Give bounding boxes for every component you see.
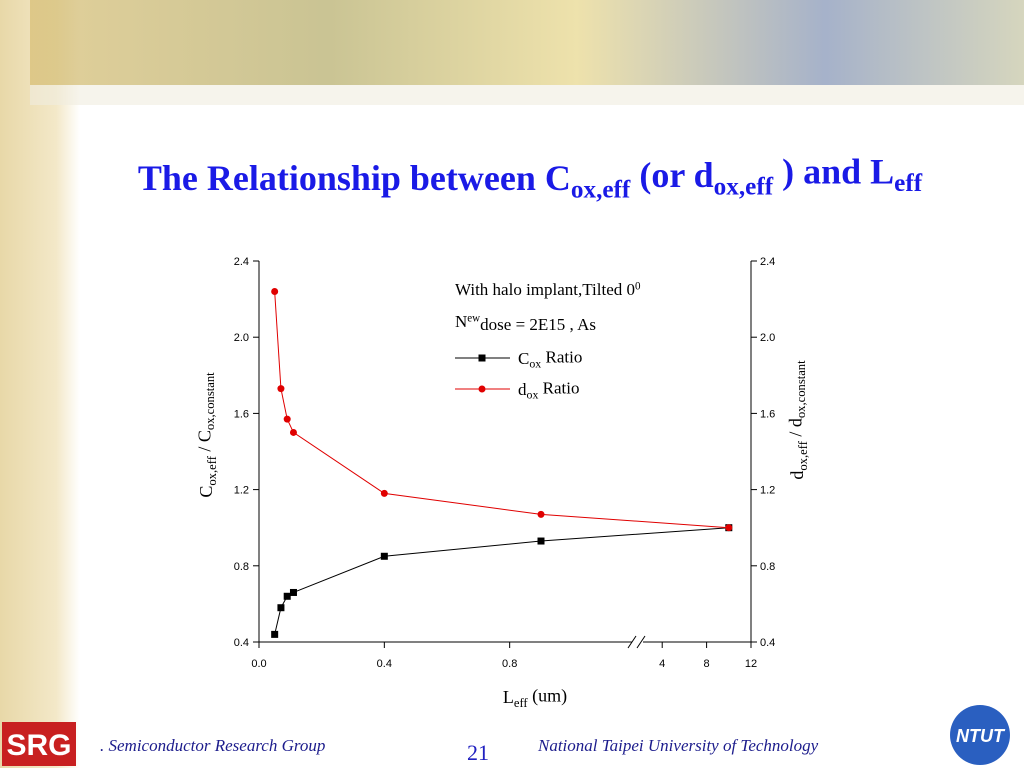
y-tick-label: 1.6 xyxy=(234,408,249,420)
script-text: ox,eff xyxy=(714,173,774,200)
y-tick-label: 2.0 xyxy=(234,332,249,344)
annotation: With halo implant,Tilted 00 xyxy=(455,280,641,299)
data-point xyxy=(289,428,297,436)
text-part: N xyxy=(455,312,467,331)
x-tick-label: 0.0 xyxy=(251,658,266,670)
text-part: ) and L xyxy=(773,152,894,192)
data-point xyxy=(380,552,388,560)
script-text: ox,constant xyxy=(794,360,808,418)
script-text: ox xyxy=(527,388,539,402)
text-part: (um) xyxy=(528,685,568,706)
text-part: Ratio xyxy=(538,378,579,397)
data-point xyxy=(283,415,291,423)
data-point xyxy=(537,510,545,518)
y2-tick-label: 2.4 xyxy=(760,256,775,268)
logo-box xyxy=(2,722,76,766)
data-point xyxy=(271,630,279,638)
slide-title: The Relationship between Cox,eff (or dox… xyxy=(138,152,923,204)
x-tick-label: 12 xyxy=(745,658,757,670)
data-point xyxy=(277,385,285,393)
script-text: ox,eff xyxy=(571,177,631,204)
text-part: d xyxy=(518,380,527,399)
legend-marker xyxy=(478,354,486,362)
script-text: ox,constant xyxy=(203,372,217,430)
text-part: / C xyxy=(194,430,214,456)
text-part: L xyxy=(503,687,514,707)
text-part: C xyxy=(518,349,529,368)
y2-tick-label: 1.6 xyxy=(760,408,775,420)
y2-tick-label: 1.2 xyxy=(760,485,775,497)
text-part: Ratio xyxy=(541,347,582,366)
script-text: ox,eff xyxy=(796,440,810,470)
legend-marker xyxy=(478,385,486,393)
x-axis-label: Leff (um) xyxy=(503,685,567,709)
banner-shadow xyxy=(30,85,1024,105)
y2-tick-label: 0.8 xyxy=(760,561,775,573)
y-tick-label: 1.2 xyxy=(234,485,249,497)
x-tick-label: 0.8 xyxy=(502,658,517,670)
data-point xyxy=(537,537,545,545)
annotation: Newdose = 2E15 , As xyxy=(455,312,596,334)
text-part: d xyxy=(787,471,807,480)
chart: 0.40.81.21.62.02.40.40.81.21.62.02.40.0 0… xyxy=(194,256,809,710)
x-tick-label: 0.4 xyxy=(377,658,392,670)
script-text: 0 xyxy=(635,280,641,292)
text-part: dose = 2E15 , As xyxy=(480,315,596,334)
page-number: 21 xyxy=(467,740,489,765)
script-text: ew xyxy=(467,312,480,324)
y-tick-label: 0.4 xyxy=(234,637,249,649)
data-point xyxy=(277,604,285,612)
y2-tick-label: 0.4 xyxy=(760,637,775,649)
script-text: ox xyxy=(529,357,541,371)
data-point xyxy=(289,588,297,596)
x-tick-label: 4 xyxy=(659,658,665,670)
text-part: C xyxy=(196,486,216,498)
y2-tick-label: 2.0 xyxy=(760,332,775,344)
text-part: The Relationship between C xyxy=(138,158,571,198)
legend-label: dox Ratio xyxy=(518,378,579,401)
side-texture xyxy=(0,0,80,768)
script-text: ox,eff xyxy=(205,455,219,485)
banner xyxy=(30,0,1024,85)
text-part: / d xyxy=(785,418,805,441)
logo2-badge xyxy=(950,705,1010,765)
logo2: NTUT xyxy=(956,726,1006,746)
x-tick-label: 8 xyxy=(704,658,710,670)
text-part: With halo implant,Tilted 0 xyxy=(455,280,635,299)
data-point xyxy=(271,287,279,295)
y2-axis-label: dox,eff / dox,constant xyxy=(785,360,809,480)
axis-break xyxy=(636,635,646,649)
legend-label: Cox Ratio xyxy=(518,347,582,370)
footer-group: . Semiconductor Research Group xyxy=(100,736,325,755)
data-point xyxy=(283,592,291,600)
logo: SRG xyxy=(6,729,71,762)
y-tick-label: 2.4 xyxy=(234,256,249,268)
footer-university: National Taipei University of Technology xyxy=(537,736,819,755)
script-text: eff xyxy=(514,696,529,710)
y-axis-label: Cox,eff / Cox,constant xyxy=(194,372,218,498)
text-part: (or d xyxy=(630,155,713,195)
y-tick-label: 0.8 xyxy=(234,561,249,573)
data-point xyxy=(380,489,388,497)
axis-break xyxy=(627,635,637,649)
data-point xyxy=(725,524,733,532)
script-text: eff xyxy=(894,170,923,197)
